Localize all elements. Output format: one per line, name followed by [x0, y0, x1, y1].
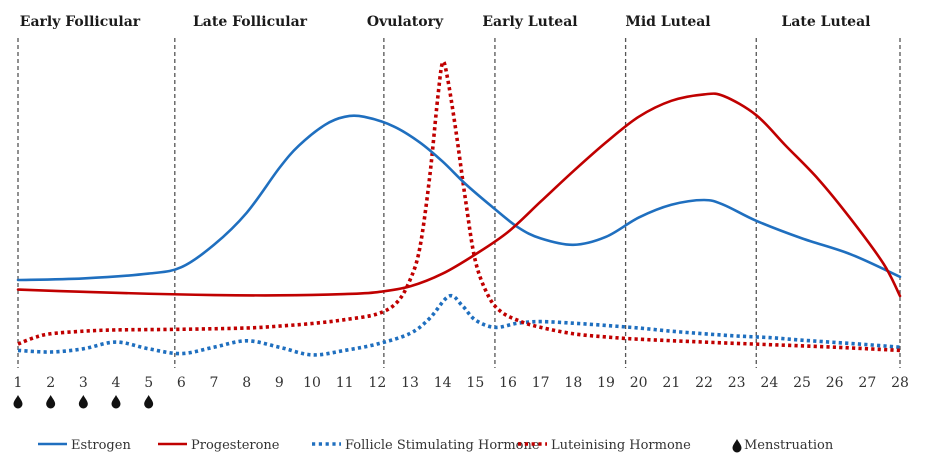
legend-label: Estrogen — [71, 438, 131, 453]
x-tick-label: 11 — [336, 375, 354, 391]
drop-icon — [46, 395, 56, 409]
x-tick-label: 15 — [466, 375, 484, 391]
x-tick-label: 13 — [401, 375, 419, 391]
legend-label: Follicle Stimulating Hormone — [345, 438, 540, 453]
phase-boundaries — [17, 38, 901, 368]
x-tick-label: 20 — [630, 375, 648, 391]
legend-item: Follicle Stimulating Hormone — [312, 438, 540, 453]
legend-label: Progesterone — [191, 438, 280, 453]
phase-label: Early Luteal — [482, 14, 577, 30]
x-tick-label: 23 — [728, 375, 746, 391]
x-tick-label: 3 — [79, 375, 88, 391]
series-lines — [16, 59, 902, 357]
x-tick-label: 4 — [112, 375, 121, 391]
x-tick-label: 9 — [275, 375, 284, 391]
phase-label: Ovulatory — [367, 14, 444, 30]
legend: Estrogen Progesterone Follicle Stimulating… — [38, 438, 834, 453]
legend-label: Luteinising Hormone — [551, 438, 691, 453]
x-tick-label: 19 — [597, 375, 615, 391]
x-tick-label: 25 — [793, 375, 811, 391]
phase-labels: Early Follicular Late Follicular Ovulatory… — [20, 14, 871, 30]
x-tick-label: 1 — [14, 375, 23, 391]
x-tick-label: 14 — [434, 375, 452, 391]
x-tick-label: 10 — [303, 375, 321, 391]
x-tick-label: 5 — [144, 375, 153, 391]
x-tick-label: 7 — [210, 375, 219, 391]
legend-item: Estrogen — [38, 438, 131, 453]
x-tick-label: 6 — [177, 375, 186, 391]
x-tick-label: 28 — [891, 375, 909, 391]
x-tick-label: 16 — [499, 375, 517, 391]
legend-item: Progesterone — [158, 438, 280, 453]
x-tick-label: 26 — [826, 375, 844, 391]
phase-label: Mid Luteal — [625, 14, 710, 30]
phase-label: Late Follicular — [193, 14, 308, 30]
x-tick-label: 2 — [46, 375, 55, 391]
drop-icon — [13, 395, 23, 409]
x-tick-label: 24 — [760, 375, 778, 391]
series-line-estrogen — [16, 114, 902, 282]
legend-label: Menstruation — [744, 438, 834, 453]
x-tick-label: 27 — [858, 375, 876, 391]
series-line-progesterone — [16, 92, 902, 298]
x-tick-label: 8 — [242, 375, 251, 391]
phase-label: Late Luteal — [782, 14, 871, 30]
phase-label: Early Follicular — [20, 14, 141, 30]
legend-item: Menstruation — [732, 438, 834, 453]
drop-icon — [144, 395, 154, 409]
x-tick-label: 22 — [695, 375, 713, 391]
drop-icon — [78, 395, 88, 409]
drop-icon — [111, 395, 121, 409]
series-line-luteinising-hormone — [17, 59, 901, 353]
x-axis-tick-labels: 1 2 3 4 5 6 7 8 9 10 11 12 13 14 15 16 17 18 19 20 21 22 23 24 2… — [14, 375, 909, 391]
x-tick-label: 18 — [564, 375, 582, 391]
x-tick-label: 17 — [532, 375, 550, 391]
drop-icon — [732, 439, 742, 453]
legend-item: Luteinising Hormone — [518, 438, 691, 453]
x-tick-label: 12 — [368, 375, 386, 391]
x-tick-label: 21 — [662, 375, 680, 391]
series-line-follicle-stimulating-hormone — [17, 293, 901, 357]
menstruation-markers — [13, 395, 154, 409]
